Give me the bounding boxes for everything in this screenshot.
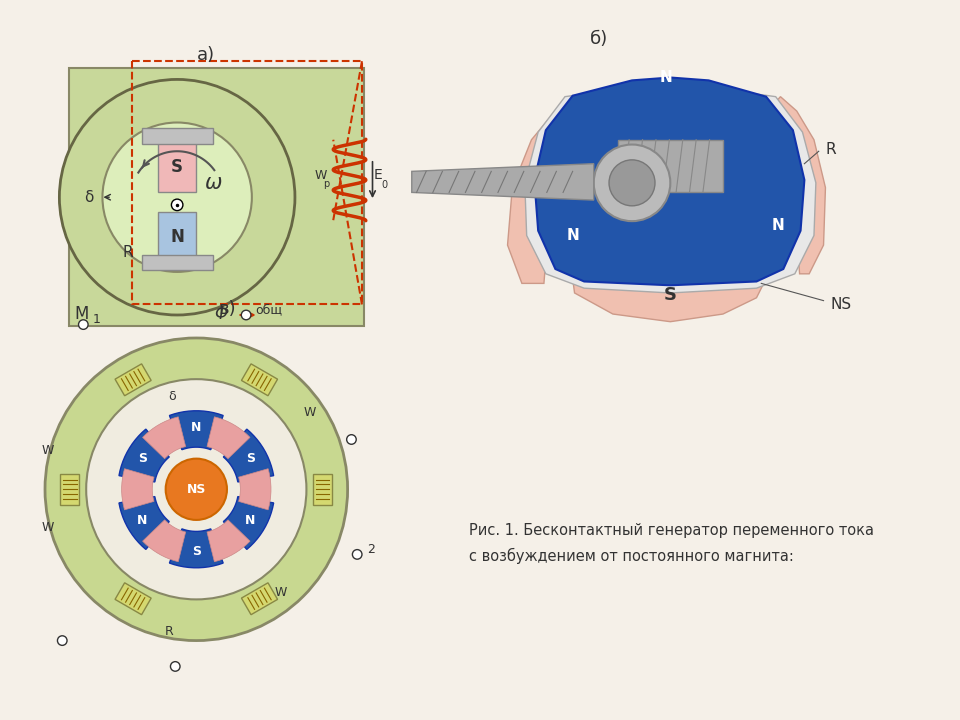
Text: δ: δ xyxy=(169,390,177,403)
Text: Φ: Φ xyxy=(214,305,227,323)
Text: 0: 0 xyxy=(381,180,387,190)
Circle shape xyxy=(172,199,183,211)
Circle shape xyxy=(86,379,306,600)
Circle shape xyxy=(609,160,655,206)
Circle shape xyxy=(171,662,180,671)
Polygon shape xyxy=(242,364,277,396)
Polygon shape xyxy=(224,497,274,549)
Polygon shape xyxy=(239,469,271,510)
Text: ω: ω xyxy=(204,173,223,193)
Circle shape xyxy=(166,459,227,520)
Polygon shape xyxy=(766,96,826,274)
Polygon shape xyxy=(525,82,816,293)
Text: N: N xyxy=(771,218,784,233)
Polygon shape xyxy=(242,582,277,615)
Bar xyxy=(617,140,723,192)
Text: S: S xyxy=(171,158,183,176)
Text: N: N xyxy=(170,228,184,246)
Circle shape xyxy=(347,435,356,444)
FancyBboxPatch shape xyxy=(69,68,364,326)
Text: R: R xyxy=(122,246,132,260)
Polygon shape xyxy=(508,96,584,284)
Text: N: N xyxy=(245,514,255,527)
Text: S: S xyxy=(246,451,254,464)
Polygon shape xyxy=(119,429,169,482)
Text: б): б) xyxy=(589,30,608,48)
Text: с возбуждением от постоянного магнита:: с возбуждением от постоянного магнита: xyxy=(469,548,794,564)
Polygon shape xyxy=(122,469,154,510)
Text: NS: NS xyxy=(830,297,852,312)
Circle shape xyxy=(60,79,295,315)
FancyBboxPatch shape xyxy=(158,212,196,264)
Text: M: M xyxy=(74,305,88,323)
Circle shape xyxy=(79,320,88,329)
Bar xyxy=(142,128,212,143)
Text: N: N xyxy=(137,514,148,527)
Polygon shape xyxy=(412,163,593,200)
Polygon shape xyxy=(224,429,274,482)
Circle shape xyxy=(593,145,670,221)
Polygon shape xyxy=(207,520,250,562)
Polygon shape xyxy=(573,264,766,322)
Text: W: W xyxy=(303,406,316,419)
Text: R: R xyxy=(826,142,836,157)
Polygon shape xyxy=(119,497,169,549)
Text: 2: 2 xyxy=(367,543,374,556)
Polygon shape xyxy=(170,411,223,450)
Polygon shape xyxy=(207,417,250,459)
Polygon shape xyxy=(170,529,223,568)
Text: 1: 1 xyxy=(93,313,101,326)
Circle shape xyxy=(241,310,251,320)
Text: W: W xyxy=(275,586,287,599)
Text: в): в) xyxy=(218,300,236,318)
Polygon shape xyxy=(60,474,80,505)
Text: а): а) xyxy=(197,47,215,65)
Text: N: N xyxy=(191,420,202,433)
Text: S: S xyxy=(138,451,147,464)
Text: p: p xyxy=(324,179,329,189)
Bar xyxy=(142,255,212,270)
Text: общ: общ xyxy=(255,304,283,317)
Text: δ: δ xyxy=(84,189,94,204)
Circle shape xyxy=(58,636,67,645)
Text: S: S xyxy=(663,286,677,304)
Text: N: N xyxy=(566,228,579,243)
Circle shape xyxy=(103,122,252,272)
Text: E: E xyxy=(373,168,383,182)
Text: NS: NS xyxy=(186,483,206,496)
Text: R: R xyxy=(165,624,174,637)
Text: Рис. 1. Бесконтактный генератор переменного тока: Рис. 1. Бесконтактный генератор переменн… xyxy=(469,523,875,538)
Text: W: W xyxy=(315,168,327,181)
Text: N: N xyxy=(660,70,672,85)
Circle shape xyxy=(352,549,362,559)
Polygon shape xyxy=(143,520,185,562)
Polygon shape xyxy=(115,582,151,615)
Polygon shape xyxy=(115,364,151,396)
Polygon shape xyxy=(535,78,804,285)
Text: W: W xyxy=(41,444,54,457)
Circle shape xyxy=(45,338,348,641)
Text: S: S xyxy=(192,545,201,558)
Text: W: W xyxy=(41,521,54,534)
Polygon shape xyxy=(313,474,332,505)
FancyBboxPatch shape xyxy=(158,140,196,192)
Polygon shape xyxy=(143,417,185,459)
